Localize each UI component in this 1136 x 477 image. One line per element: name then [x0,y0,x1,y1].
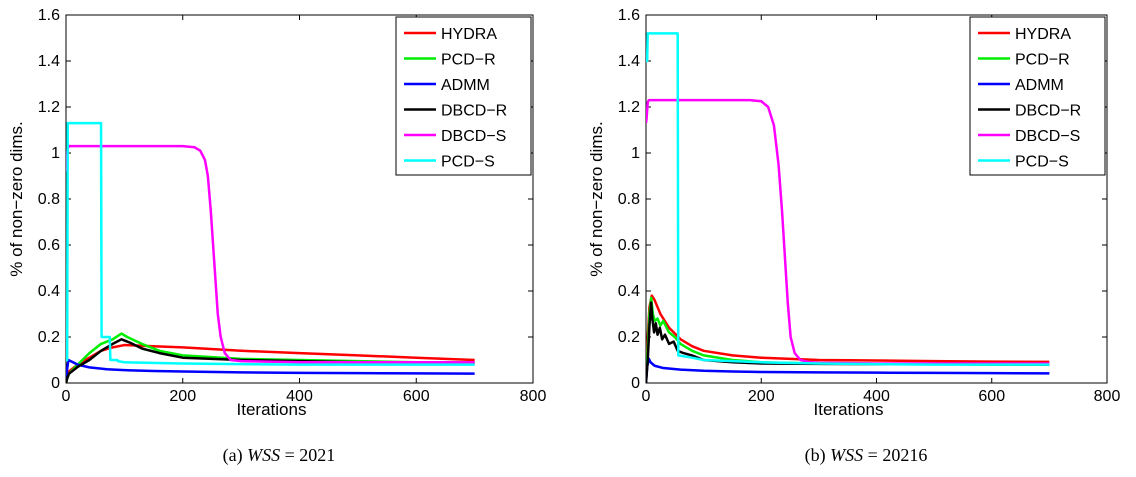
series-lines [66,121,475,383]
series-line-admm [646,357,1050,383]
y-tick-label: 0.8 [618,191,640,208]
caption-value: = 2021 [280,445,335,465]
legend-entry: HYDRA [441,26,497,43]
x-tick-label: 800 [1094,388,1121,405]
x-tick-label: 0 [62,388,71,405]
y-tick-label: 1 [51,145,60,162]
y-tick-label: 1.2 [618,99,640,116]
series-line-pcds [66,121,475,366]
legend-entry: DBCD−S [441,128,506,145]
caption-variable: WSS [830,445,863,465]
x-tick-label: 200 [169,388,196,405]
series-line-admm [66,358,475,383]
legend-box [395,16,532,176]
chart-caption: (a) WSS = 2021 [223,445,336,466]
x-tick-label: 600 [978,388,1005,405]
series-line-dbcds [66,144,475,364]
y-tick-label: 0.6 [38,237,60,254]
caption-variable: WSS [247,445,280,465]
y-tick-label: 1.6 [38,7,60,24]
series-lines [646,32,1050,383]
y-tick-label: 0.4 [38,283,60,300]
legend: HYDRA PCD−R ADMM DBCD−R DBCD−S PCD−S [395,16,532,176]
y-tick-label: 1.4 [618,53,640,70]
legend-entry: PCD−S [1015,154,1069,171]
y-tick-label: 0.2 [618,329,640,346]
x-tick-label: 800 [520,388,547,405]
y-tick-label: 1.2 [38,99,60,116]
x-tick-label: 200 [748,388,775,405]
legend-box [969,16,1106,176]
legend-entry: HYDRA [1015,26,1071,43]
caption-prefix: (b) [805,445,831,466]
x-tick-label: 0 [642,388,651,405]
y-tick-label: 0.6 [618,237,640,254]
caption-value: = 20216 [863,445,927,465]
y-tick-label: 1.4 [38,53,60,70]
chart-caption: (b) WSS = 20216 [805,445,928,466]
x-tick-label: 400 [286,388,313,405]
x-tick-label: 400 [863,388,890,405]
y-tick-label: 1 [631,145,640,162]
chart-panel-a: 0 200 400 600 800 0 0.2 0.4 0.6 0.8 1 1.2 1.4 1.6 Iter… [7,7,546,466]
legend-entry: DBCD−S [1015,128,1080,145]
legend-entry: PCD−R [441,52,496,69]
legend-entry: DBCD−R [441,103,507,120]
legend-entry: ADMM [1015,77,1064,94]
legend-entry: PCD−R [1015,52,1070,69]
y-axis-label: % of non−zero dims. [7,121,26,276]
x-axis-label: Iterations [814,400,884,419]
y-tick-label: 0.2 [38,329,60,346]
chart-panel-b: 0 200 400 600 800 0 0.2 0.4 0.6 0.8 1 1.2 1.4 1.6 Iter… [587,7,1120,466]
caption-prefix: (a) [223,445,247,466]
series-line-pcds [646,32,1050,366]
y-tick-label: 0.8 [38,191,60,208]
legend: HYDRA PCD−R ADMM DBCD−R DBCD−S PCD−S [969,16,1106,176]
x-tick-label: 600 [403,388,430,405]
y-axis-label: % of non−zero dims. [587,121,606,276]
legend-entry: ADMM [441,77,490,94]
y-tick-label: 0 [51,375,60,392]
legend-entry: DBCD−R [1015,103,1081,120]
y-tick-label: 0 [631,375,640,392]
y-tick-label: 0.4 [618,283,640,300]
x-axis-label: Iterations [237,400,307,419]
legend-entry: PCD−S [441,154,495,171]
y-tick-label: 1.6 [618,7,640,24]
